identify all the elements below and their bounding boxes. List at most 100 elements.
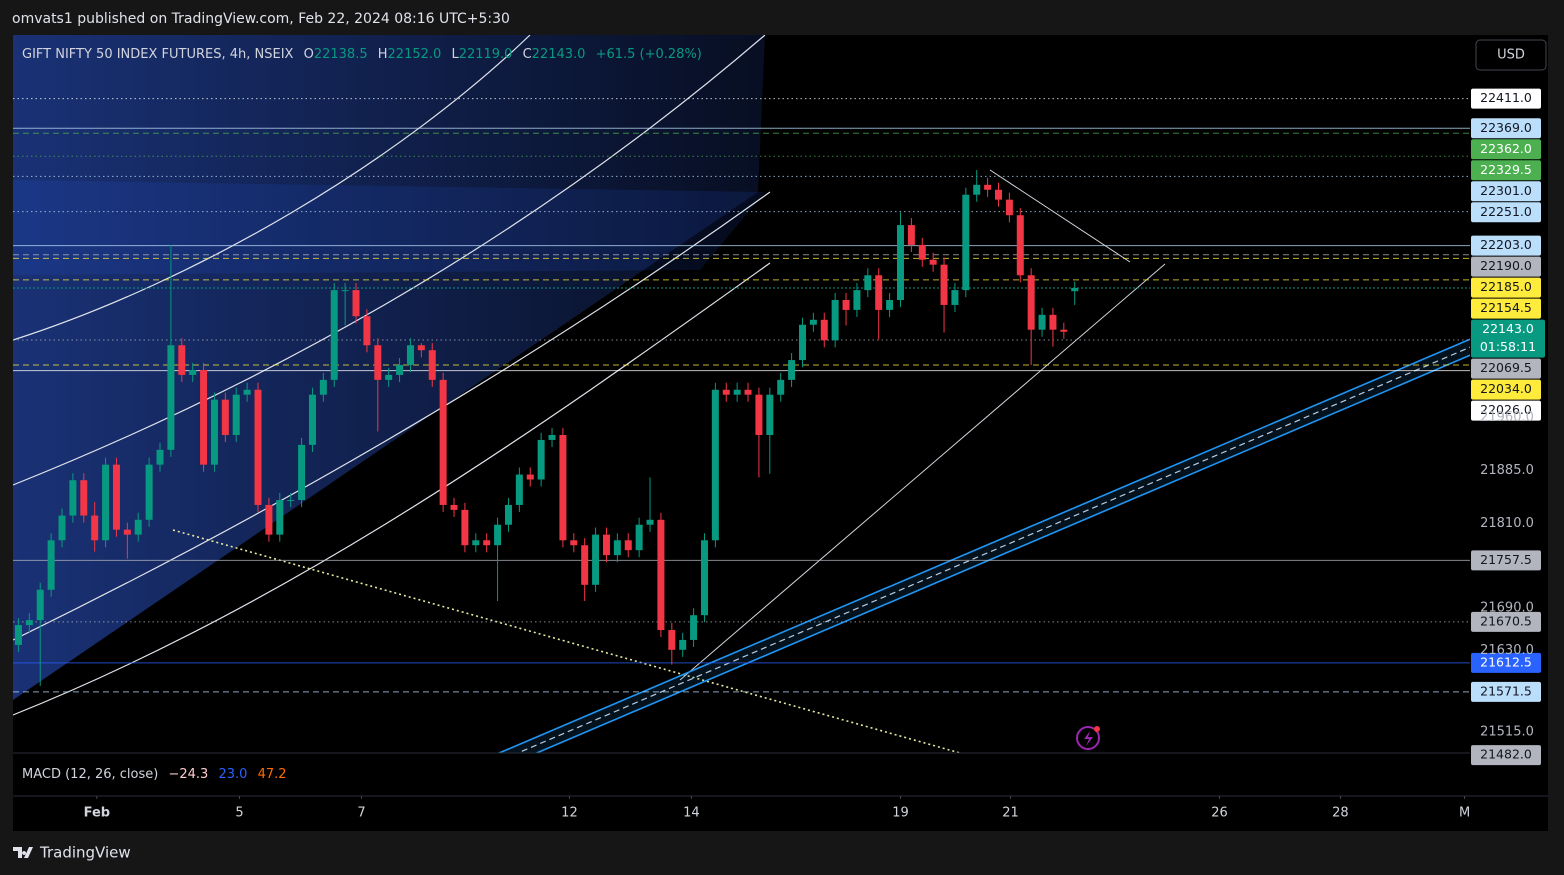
y-tick-label: 21515.0 bbox=[1480, 724, 1534, 739]
macd-title: MACD (12, 26, close) bbox=[22, 767, 158, 782]
candle-body bbox=[624, 540, 632, 551]
triangle-line bbox=[679, 263, 1166, 681]
candle-body bbox=[363, 316, 371, 346]
alert-icon[interactable] bbox=[1076, 726, 1100, 750]
price-tag bbox=[1471, 745, 1541, 766]
candle-body bbox=[907, 225, 915, 245]
candle-body bbox=[1049, 314, 1057, 330]
candle-body bbox=[145, 464, 153, 520]
price-tag bbox=[1471, 379, 1541, 400]
candle-body bbox=[504, 504, 512, 525]
price-tag bbox=[1471, 611, 1541, 632]
candle-body bbox=[766, 394, 774, 435]
candle-body bbox=[406, 345, 414, 366]
channel-curve bbox=[13, 35, 766, 486]
candle-body bbox=[962, 194, 970, 291]
candle-body bbox=[69, 480, 77, 516]
price-tag bbox=[1471, 277, 1541, 298]
candle-body bbox=[1038, 314, 1046, 330]
x-tick-label: 26 bbox=[1211, 806, 1228, 821]
last-price-tag bbox=[1471, 319, 1545, 358]
candle-body bbox=[646, 519, 654, 525]
candle-body bbox=[428, 350, 436, 380]
candle-body bbox=[875, 275, 883, 310]
price-tag bbox=[1471, 202, 1541, 223]
channel-fill bbox=[499, 339, 1470, 753]
candle-body bbox=[613, 540, 621, 556]
price-tag bbox=[1471, 181, 1541, 202]
last-price-label: 22143.0 bbox=[1482, 321, 1534, 336]
candle-body bbox=[330, 290, 338, 380]
candle-body bbox=[276, 500, 284, 535]
legend-symbol: GIFT NIFTY 50 INDEX FUTURES, 4h, NSEIX bbox=[22, 47, 294, 62]
candle-body bbox=[929, 259, 937, 265]
byline: omvats1 published on TradingView.com, Fe… bbox=[12, 11, 510, 27]
candle-body bbox=[896, 225, 904, 301]
y-tick-label: 21885.0 bbox=[1480, 463, 1534, 478]
candle-body bbox=[809, 319, 817, 325]
x-tick-label: 5 bbox=[235, 806, 243, 821]
price-tag bbox=[1471, 118, 1541, 139]
candle-body bbox=[679, 639, 687, 650]
channel-curve bbox=[13, 262, 771, 716]
candle-body bbox=[298, 444, 306, 501]
price-tag-label: 22069.5 bbox=[1480, 360, 1532, 375]
candle-body bbox=[940, 264, 948, 305]
price-tag-label: 22034.0 bbox=[1480, 381, 1532, 396]
candle-body bbox=[14, 625, 22, 645]
brand-logo bbox=[13, 847, 33, 858]
triangle-line bbox=[989, 169, 1131, 263]
candle-body bbox=[308, 394, 316, 445]
candle-body bbox=[700, 540, 708, 616]
channel-line bbox=[497, 338, 1470, 753]
price-tag bbox=[1471, 256, 1541, 277]
candle-body bbox=[178, 345, 186, 375]
candle-body bbox=[548, 434, 556, 440]
price-tag-label: 21757.5 bbox=[1480, 552, 1532, 567]
candle-body bbox=[494, 524, 502, 546]
macd-value: −24.3 bbox=[168, 767, 208, 782]
price-tag-label: 22369.0 bbox=[1480, 120, 1532, 135]
currency-button[interactable] bbox=[1475, 39, 1547, 71]
x-tick-label: M bbox=[1459, 806, 1470, 821]
candle-body bbox=[984, 184, 992, 190]
price-tag-label: 22251.0 bbox=[1480, 204, 1532, 219]
price-tag-label: 22301.0 bbox=[1480, 183, 1532, 198]
candle-body bbox=[221, 399, 229, 435]
legend-value: 22138.5 bbox=[314, 47, 368, 62]
price-tag-label: 21670.5 bbox=[1480, 613, 1532, 628]
legend-change: +61.5 (+0.28%) bbox=[596, 47, 702, 62]
candle-body bbox=[842, 300, 850, 310]
candle-body bbox=[25, 620, 33, 626]
candle-body bbox=[439, 379, 447, 505]
candle-body bbox=[722, 389, 730, 395]
candle-body bbox=[200, 369, 208, 465]
candle-body bbox=[91, 515, 99, 541]
candle-body bbox=[788, 360, 796, 380]
candle-body bbox=[864, 275, 872, 291]
legend-value: 22119.0 bbox=[459, 47, 513, 62]
candle-body bbox=[831, 300, 839, 341]
candle-body bbox=[1060, 329, 1068, 332]
candle-body bbox=[711, 389, 719, 541]
candle-body bbox=[461, 509, 469, 546]
alert-bolt bbox=[1084, 731, 1093, 746]
candle-body bbox=[1005, 199, 1013, 216]
channel-midline bbox=[516, 346, 1470, 753]
legend: GIFT NIFTY 50 INDEX FUTURES, 4h, NSEIX O… bbox=[22, 47, 702, 62]
y-tick-label: 21810.0 bbox=[1480, 516, 1534, 531]
candle-body bbox=[744, 389, 752, 395]
candle-body bbox=[570, 540, 578, 546]
price-tag bbox=[1471, 139, 1541, 160]
candle-body bbox=[483, 540, 491, 546]
candle-body bbox=[581, 545, 589, 585]
x-tick-label: 12 bbox=[561, 806, 578, 821]
candle-body bbox=[820, 319, 828, 341]
candle-body bbox=[559, 434, 567, 541]
price-tag bbox=[1471, 652, 1541, 673]
price-tag bbox=[1471, 235, 1541, 256]
candle-body bbox=[156, 449, 164, 465]
price-tag bbox=[1471, 550, 1541, 571]
candle-body bbox=[733, 389, 741, 395]
currency-label: USD bbox=[1497, 48, 1525, 63]
